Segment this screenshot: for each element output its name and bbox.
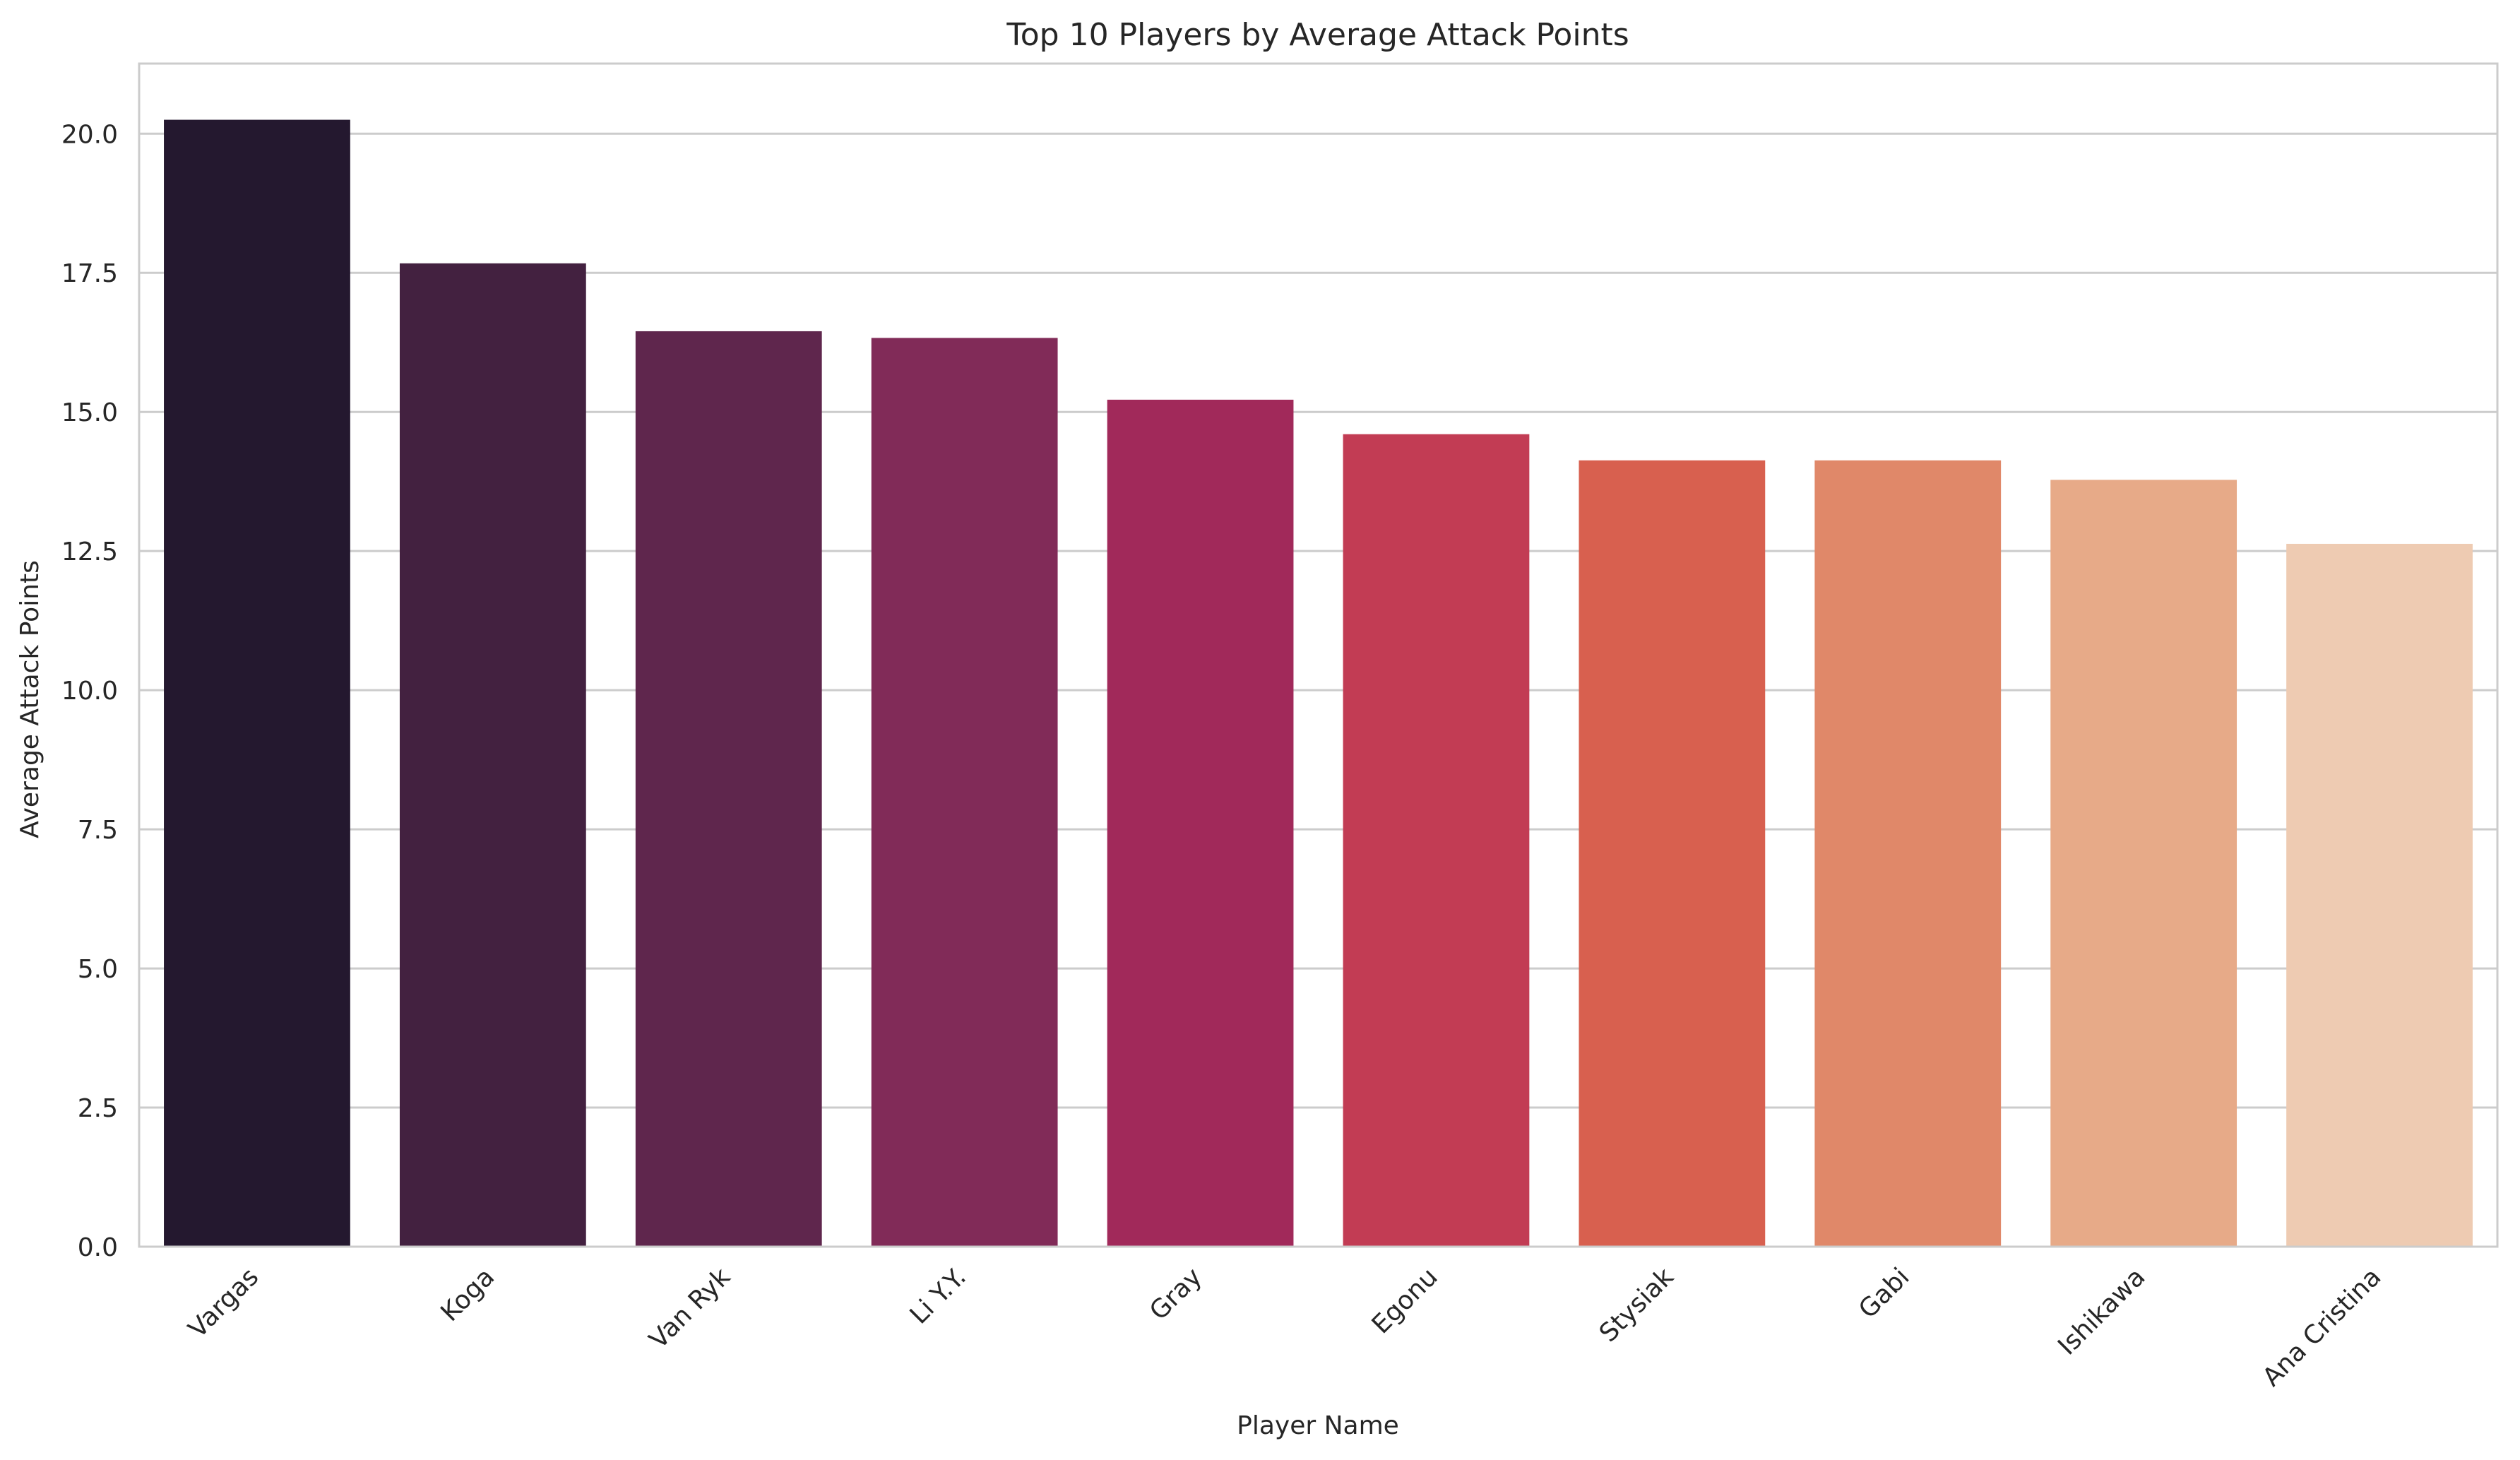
y-tick-label: 20.0 xyxy=(61,120,118,149)
chart-title: Top 10 Players by Average Attack Points xyxy=(1006,17,1629,53)
bar-ishikawa xyxy=(2050,480,2237,1247)
y-tick-label: 7.5 xyxy=(78,816,118,845)
plot-frame xyxy=(138,62,2499,1248)
x-tick-label: Egonu xyxy=(1367,1262,1444,1339)
y-tick-label: 12.5 xyxy=(61,538,118,566)
bars xyxy=(164,119,2473,1247)
bar-ana-cristina xyxy=(2286,543,2473,1247)
y-tick-label: 17.5 xyxy=(61,259,118,288)
bar-van-ryk xyxy=(635,331,822,1247)
x-axis-label: Player Name xyxy=(1237,1411,1399,1440)
x-tick-label: Van Ryk xyxy=(644,1262,736,1354)
bar-vargas xyxy=(164,119,350,1247)
bar-stysiak xyxy=(1579,460,1766,1247)
x-tick-label: Ishikawa xyxy=(2052,1262,2151,1360)
x-tick-label: Gabi xyxy=(1853,1262,1915,1324)
x-tick-label: Koga xyxy=(435,1262,500,1327)
x-tick-label: Stysiak xyxy=(1594,1262,1680,1348)
x-tick-label: Gray xyxy=(1144,1262,1208,1326)
bar-gabi xyxy=(1814,460,2002,1247)
x-tick-label: Vargas xyxy=(183,1262,264,1343)
y-tick-label: 5.0 xyxy=(78,955,118,984)
bar-gray xyxy=(1107,399,1294,1247)
y-tick-labels: 0.0 2.5 5.0 7.5 10.0 12.5 15.0 17.5 20.0 xyxy=(61,120,118,1262)
x-tick-labels: Vargas Koga Van Ryk Li Y.Y. Gray Egonu Stysiak… xyxy=(183,1262,2387,1392)
x-tick-label: Ana Cristina xyxy=(2257,1262,2387,1392)
y-tick-label: 10.0 xyxy=(61,677,118,706)
y-tick-label: 0.0 xyxy=(78,1233,118,1262)
y-tick-label: 15.0 xyxy=(61,398,118,427)
y-tick-label: 2.5 xyxy=(78,1094,118,1123)
bar-egonu xyxy=(1343,434,1530,1247)
x-tick-label: Li Y.Y. xyxy=(905,1262,972,1329)
y-axis-label: Average Attack Points xyxy=(16,560,44,838)
bar-koga xyxy=(399,263,586,1247)
bar-li-y-y xyxy=(871,338,1058,1247)
